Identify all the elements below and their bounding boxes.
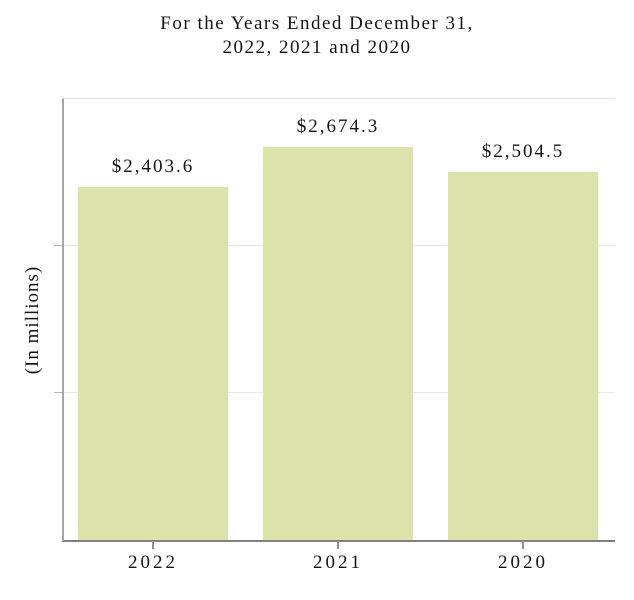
chart-title-line-2: 2022, 2021 and 2020 xyxy=(222,37,412,58)
chart-title: For the Years Ended December 31, 2022, 2… xyxy=(0,12,634,60)
x-axis-label-2020: 2020 xyxy=(498,552,548,573)
bar-2022 xyxy=(78,187,228,540)
y-axis-tick xyxy=(54,392,62,393)
bar-value-label: $2,504.5 xyxy=(481,141,565,162)
bar-value-label: $2,403.6 xyxy=(111,156,195,177)
x-axis-tick xyxy=(337,541,339,549)
plot-area: $2,403.6 $2,674.3 $2,504.5 xyxy=(54,98,615,542)
x-axis-label-2022: 2022 xyxy=(128,552,178,573)
x-axis-tick xyxy=(522,541,524,549)
chart-title-line-1: For the Years Ended December 31, xyxy=(160,13,474,34)
bar-value-label: $2,674.3 xyxy=(296,116,380,137)
y-axis-tick xyxy=(54,245,62,246)
y-axis-title: (In millions) xyxy=(22,265,43,375)
x-axis-label-2021: 2021 xyxy=(313,552,363,573)
x-axis-tick xyxy=(152,541,154,549)
bar-2021 xyxy=(263,147,413,540)
bar-2020 xyxy=(448,172,598,540)
